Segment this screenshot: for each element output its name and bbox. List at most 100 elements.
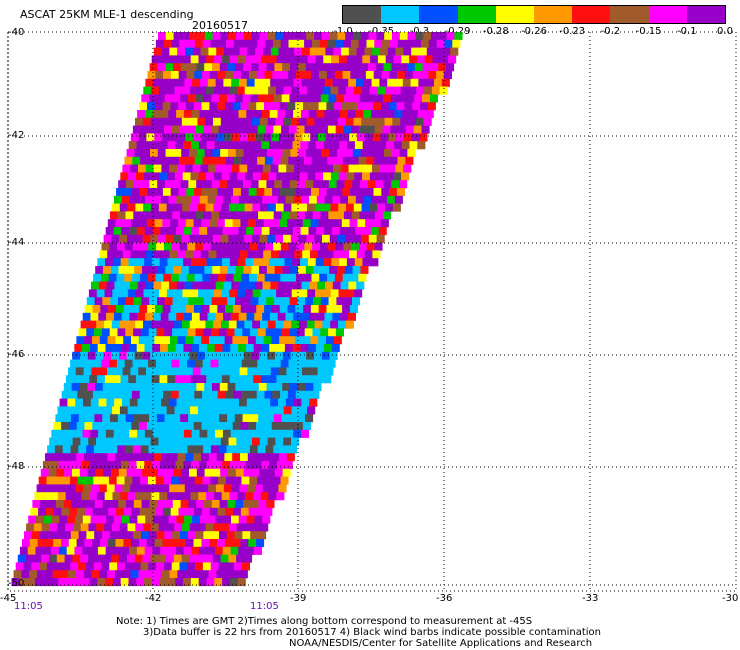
swath-cell (245, 461, 254, 470)
swath-cell (309, 398, 318, 407)
swath-cell (188, 94, 197, 103)
swath-cell (304, 125, 313, 134)
swath-cell (272, 188, 281, 197)
swath-cell (106, 281, 115, 290)
swath-cell (396, 102, 405, 111)
swath-cell (204, 266, 213, 275)
swath-cell (212, 351, 221, 360)
swath-cell (126, 383, 135, 392)
swath-cell (334, 71, 343, 80)
swath-cell (281, 125, 290, 134)
swath-cell (160, 312, 169, 321)
swath-cell (104, 406, 113, 415)
swath-cell (140, 328, 149, 337)
swath-cell (250, 414, 259, 423)
swath-cell (229, 406, 238, 415)
swath-cell (288, 39, 297, 48)
swath-cell (119, 523, 128, 532)
swath-cell (187, 562, 196, 571)
swath-cell (204, 383, 213, 392)
swath-cell (131, 507, 140, 516)
swath-cell (131, 305, 140, 314)
swath-cell (269, 141, 278, 150)
swath-cell (431, 32, 440, 41)
swath-cell (132, 242, 141, 251)
swath-cell (226, 328, 235, 337)
swath-cell (310, 250, 319, 259)
swath-cell (212, 32, 221, 41)
swath-cell (252, 492, 261, 501)
swath-cell (122, 250, 131, 259)
swath-cell (289, 211, 298, 220)
swath-cell (256, 71, 265, 80)
swath-cell (72, 351, 81, 360)
swath-cell (230, 312, 239, 321)
swath-cell (321, 32, 330, 41)
swath-cell (184, 515, 193, 524)
swath-cell (315, 375, 324, 384)
swath-cell (182, 406, 191, 415)
swath-cell (346, 289, 355, 298)
swath-cell (59, 429, 68, 438)
swath-cell (188, 500, 197, 509)
swath-cell (121, 312, 130, 321)
swath-cell (347, 227, 356, 236)
swath-cell (217, 102, 226, 111)
swath-cell (374, 242, 383, 251)
swath-cell (318, 219, 327, 228)
swath-cell (103, 351, 112, 360)
swath-cell (297, 94, 306, 103)
swath-cell (277, 312, 286, 321)
swath-cell (288, 273, 297, 282)
swath-cell (229, 375, 238, 384)
swath-cell (284, 461, 293, 470)
swath-cell (24, 531, 33, 540)
swath-cell (381, 71, 390, 80)
swath-cell (178, 71, 187, 80)
swath-cell (218, 476, 227, 485)
swath-cell (321, 351, 330, 360)
swath-cell (206, 578, 215, 587)
swath-cell (427, 102, 436, 111)
swath-cell (92, 422, 101, 431)
swath-cell (128, 344, 137, 353)
swath-cell (163, 71, 172, 80)
swath-cell (80, 437, 89, 446)
swath-cell (122, 281, 131, 290)
swath-cell (295, 188, 304, 197)
swath-cell (323, 141, 332, 150)
swath-cell (98, 429, 107, 438)
swath-cell (55, 414, 64, 423)
swath-cell (197, 203, 206, 212)
swath-cell (176, 195, 185, 204)
swath-cell (35, 546, 44, 555)
swath-cell (173, 351, 182, 360)
swath-cell (82, 344, 91, 353)
swath-cell (217, 422, 226, 431)
swath-cell (228, 32, 237, 41)
swath-cell (163, 242, 172, 251)
swath-cell (340, 164, 349, 173)
swath-cell (263, 219, 272, 228)
swath-cell (183, 227, 192, 236)
swath-cell (239, 484, 248, 493)
swath-cell (299, 55, 308, 64)
swath-cell (313, 266, 322, 275)
swath-cell (329, 234, 338, 243)
swath-cell (315, 55, 324, 64)
swath-cell (236, 320, 245, 329)
swath-cell (271, 453, 280, 462)
swath-cell (266, 94, 275, 103)
swath-cell (234, 125, 243, 134)
swath-cell (234, 445, 243, 454)
swath-cell (237, 55, 246, 64)
swath-cell (229, 86, 238, 95)
swath-cell (355, 227, 364, 236)
swath-cell (136, 546, 145, 555)
swath-cell (123, 453, 132, 462)
swath-cell (146, 367, 155, 376)
swath-cell (246, 546, 255, 555)
swath-cell (369, 117, 378, 126)
swath-cell (157, 180, 166, 189)
swath-cell (121, 546, 130, 555)
